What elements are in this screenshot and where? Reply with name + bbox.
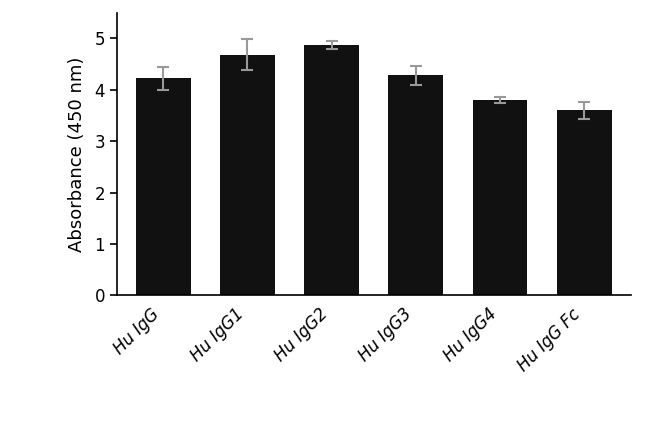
Bar — [389, 76, 443, 295]
Bar — [557, 110, 612, 295]
Bar — [220, 55, 275, 295]
Bar — [473, 100, 527, 295]
Y-axis label: Absorbance (450 nm): Absorbance (450 nm) — [68, 57, 86, 252]
Bar — [136, 78, 190, 295]
Bar — [304, 45, 359, 295]
